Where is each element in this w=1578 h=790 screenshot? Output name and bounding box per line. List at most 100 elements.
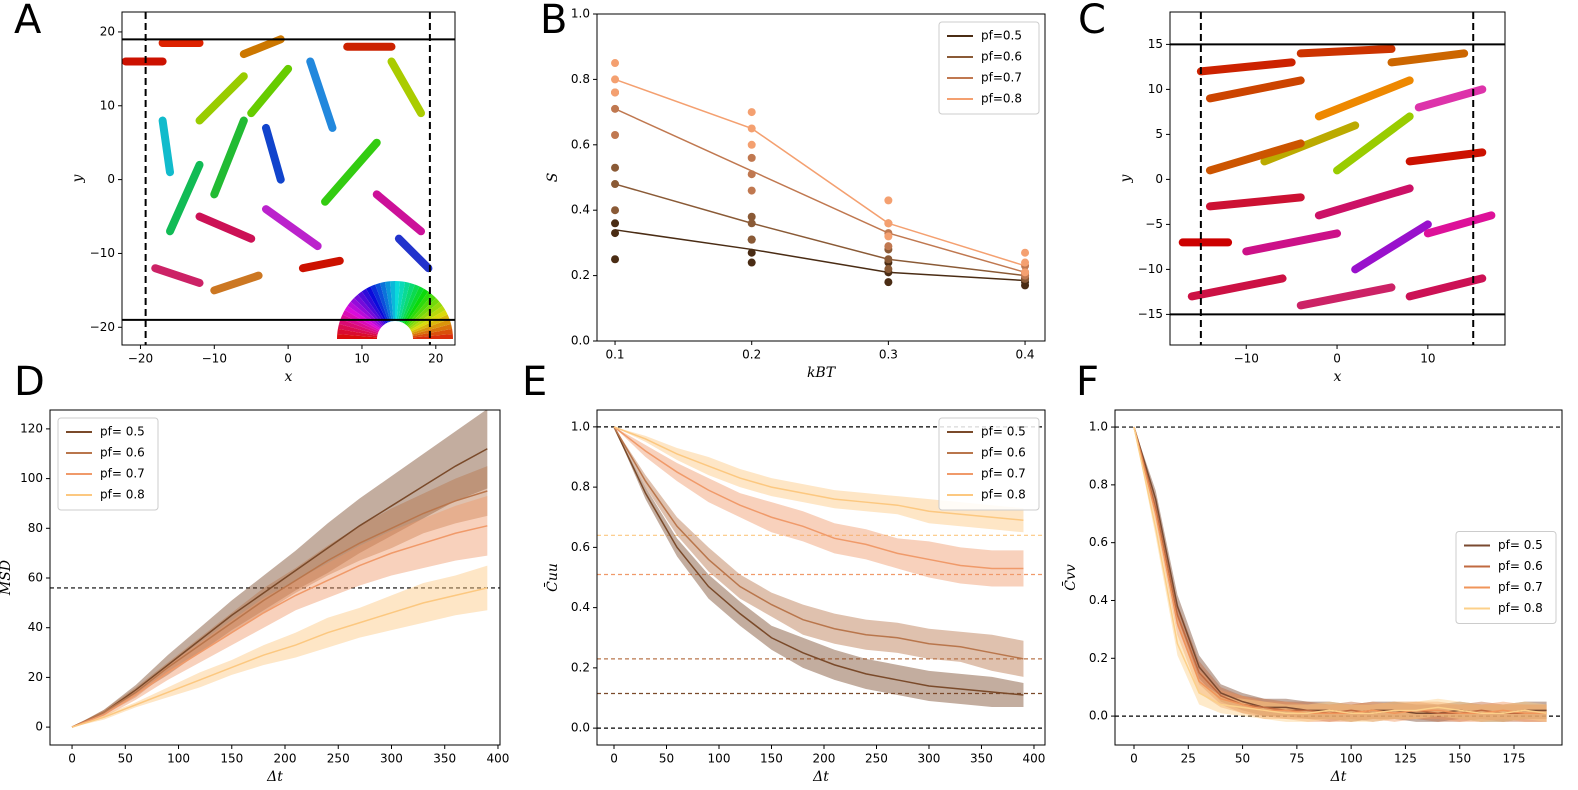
rod <box>1414 85 1487 112</box>
rod <box>165 160 204 236</box>
sample-point <box>611 163 620 172</box>
plot-area <box>122 12 455 345</box>
x-tick-label: 200 <box>274 752 297 766</box>
series-line <box>71 587 488 728</box>
plot-area <box>597 426 1045 729</box>
y-tick-label: 0.8 <box>1089 477 1108 491</box>
y-tick-label: 10 <box>1148 82 1163 96</box>
x-tick-label: 350 <box>970 752 993 766</box>
rod <box>247 64 293 118</box>
y-tick-label: 0.2 <box>1089 651 1108 665</box>
y-axis-label: y <box>1118 173 1134 183</box>
rod <box>394 234 433 273</box>
rod <box>210 271 263 295</box>
rod <box>261 205 322 251</box>
y-tick-label: 15 <box>1148 37 1163 51</box>
y-tick-label: 100 <box>20 471 43 485</box>
rod <box>1205 76 1305 103</box>
legend-label: pf= 0.6 <box>100 446 145 460</box>
y-tick-label: 0.0 <box>1089 709 1108 723</box>
rod <box>195 72 248 125</box>
colormap-wedge <box>405 291 433 326</box>
colormap-wedge <box>412 328 453 338</box>
x-tick-label: 10 <box>1420 352 1435 366</box>
x-tick-label: 50 <box>659 752 674 766</box>
sample-point <box>884 242 893 251</box>
x-tick-label: 175 <box>1503 752 1526 766</box>
y-axis-label: y <box>70 173 86 183</box>
legend-box <box>938 417 1040 511</box>
axes-frame <box>596 13 1046 342</box>
colormap-wedge <box>409 305 446 330</box>
legend-label: pf= 0.7 <box>981 467 1026 481</box>
axes-frame <box>49 409 501 746</box>
x-tick-label: 150 <box>1448 752 1471 766</box>
legend-box <box>57 417 159 511</box>
y-tick-label: 0.4 <box>1089 593 1108 607</box>
colormap-wedge <box>375 282 391 323</box>
y-axis-label: MSD <box>0 560 14 596</box>
axes-frame <box>121 11 456 346</box>
plot-area <box>611 59 1030 290</box>
x-axis-label: kBT <box>807 365 837 381</box>
colormap-wedge <box>406 294 437 327</box>
y-tick-label: 40 <box>28 620 43 634</box>
sample-point <box>611 206 620 215</box>
colormap-wedge <box>411 319 452 335</box>
legend-label: pf= 0.5 <box>981 425 1026 439</box>
x-tick-label: 10 <box>354 352 369 366</box>
y-tick-label: 0 <box>1155 172 1163 186</box>
colormap-wedge <box>412 323 453 336</box>
y-tick-label: −15 <box>1138 307 1163 321</box>
y-tick-label: 80 <box>28 521 43 535</box>
colormap-wedge <box>361 288 386 325</box>
y-tick-label: 1.0 <box>1089 420 1108 434</box>
x-axis-label: Δt <box>266 769 283 785</box>
colormap-wedge <box>396 281 406 322</box>
colormap-wedge <box>401 284 420 323</box>
rod <box>321 138 381 206</box>
sample-point <box>747 258 756 267</box>
rod <box>1423 211 1496 238</box>
colormap-wedge <box>344 305 381 330</box>
series-line <box>71 448 488 728</box>
colormap-wedge <box>353 294 384 327</box>
panel-label: F <box>1076 359 1099 405</box>
rod <box>210 116 248 199</box>
colormap-wedge <box>337 333 378 339</box>
x-tick-label: 25 <box>1181 752 1196 766</box>
colormap-wedge <box>366 286 388 324</box>
y-axis-label: S <box>545 173 561 183</box>
sample-point <box>884 232 893 241</box>
colormap-wedge <box>399 282 415 323</box>
sample-point <box>1021 248 1030 257</box>
legend-label: pf= 0.8 <box>981 488 1026 502</box>
rod <box>387 57 426 118</box>
sample-point <box>611 219 620 228</box>
sample-point <box>611 229 620 238</box>
y-tick-label: 0 <box>35 720 43 734</box>
sample-point <box>884 265 893 274</box>
x-tick-label: 400 <box>487 752 510 766</box>
rod <box>1314 76 1414 121</box>
colormap-wedge <box>402 286 424 324</box>
x-tick-label: 100 <box>1340 752 1363 766</box>
colormap-wedge <box>347 301 382 329</box>
x-tick-label: 75 <box>1289 752 1304 766</box>
panel-label: C <box>1078 0 1106 43</box>
sample-point <box>611 88 620 97</box>
x-tick-label: 0 <box>610 752 618 766</box>
x-axis-label: Δt <box>1330 769 1347 785</box>
panel-label: A <box>14 0 42 43</box>
series-line <box>614 78 1026 267</box>
x-axis-label: x <box>1334 369 1342 385</box>
error-band <box>614 426 1024 587</box>
rod <box>306 57 337 132</box>
x-tick-label: 0 <box>284 352 292 366</box>
colormap-wedge <box>395 281 401 322</box>
rod <box>195 212 256 243</box>
error-band <box>614 426 1024 533</box>
sample-point <box>747 186 756 195</box>
y-tick-label: 0.6 <box>1089 535 1108 549</box>
